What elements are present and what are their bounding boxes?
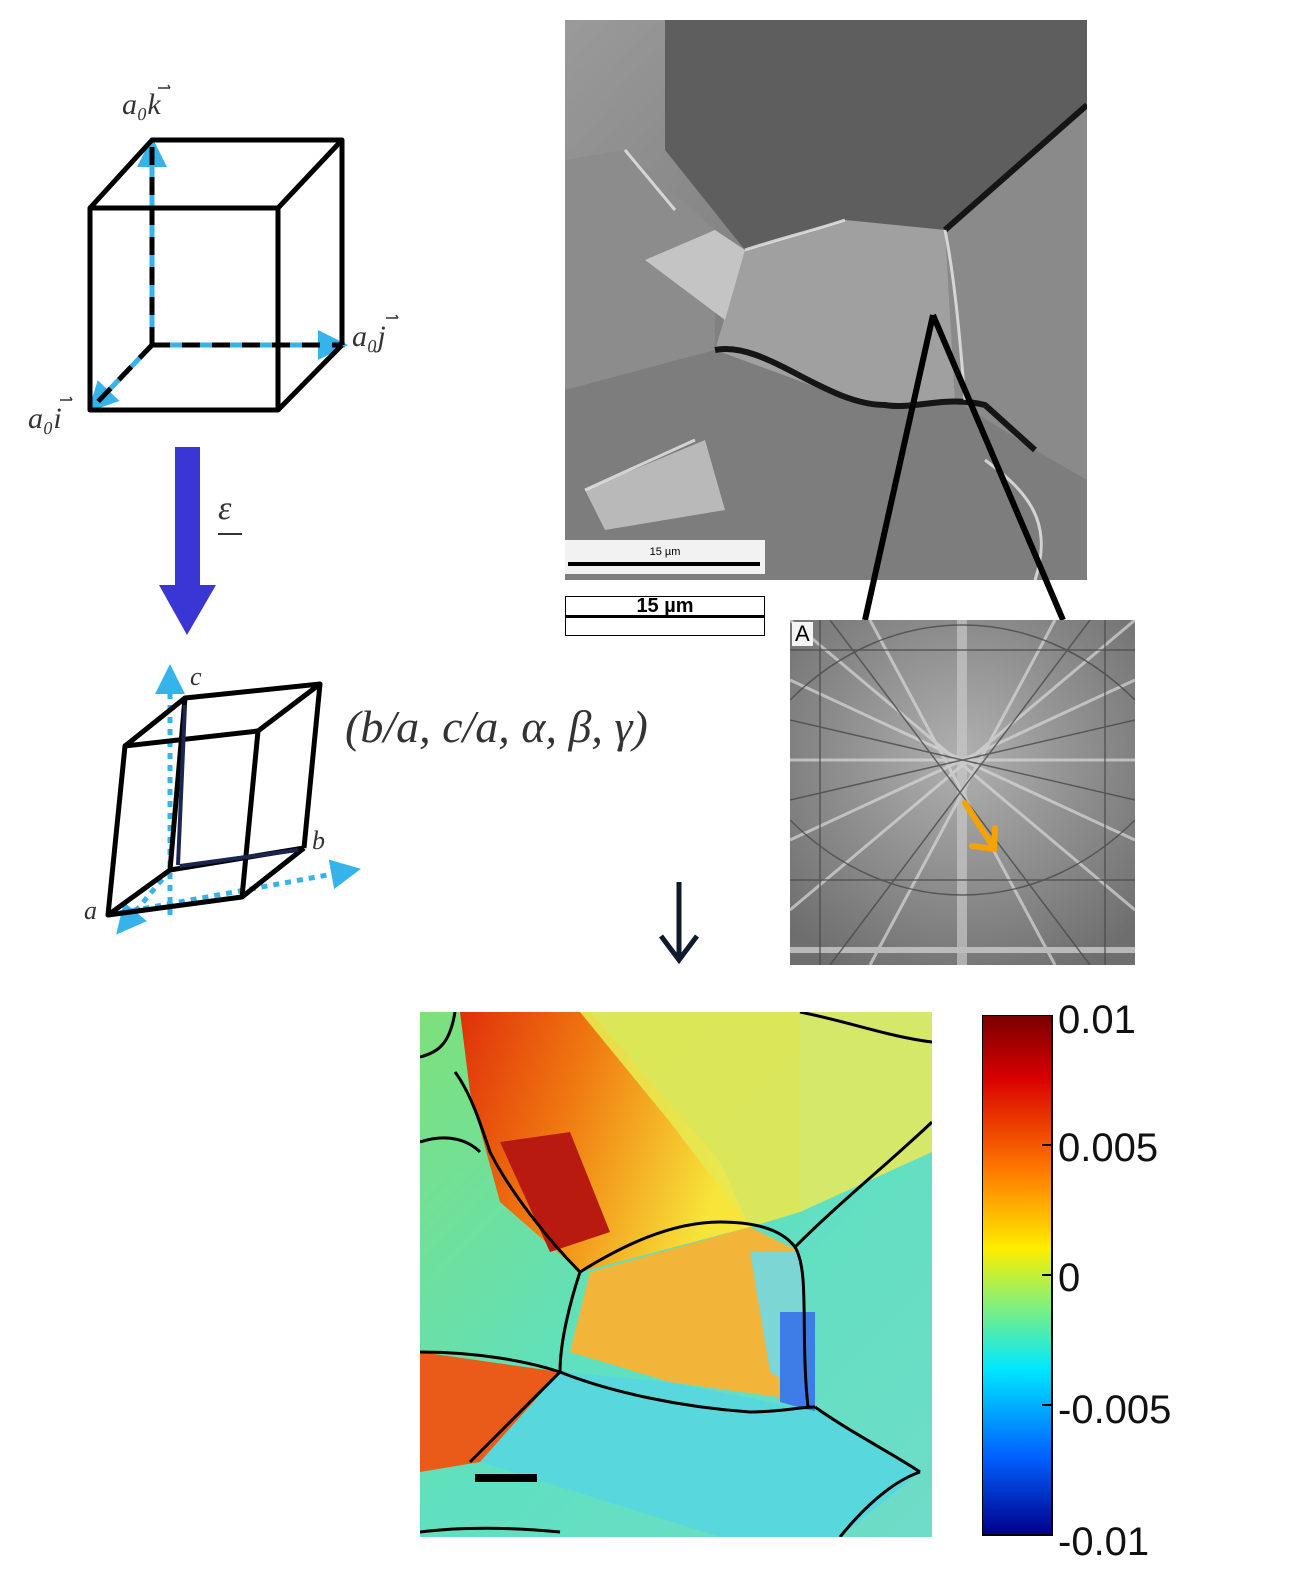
colorbar-tick-1: 0.01 <box>1058 998 1136 1042</box>
colorbar-tick-5: -0.01 <box>1058 1520 1150 1564</box>
colorbar-tick-2: 0.005 <box>1058 1126 1159 1170</box>
label-a0j: a₀j <box>352 320 386 353</box>
colorbar-tick-4: -0.005 <box>1058 1388 1172 1432</box>
sem-scale-label-small: 15 µm <box>650 546 681 558</box>
colorbar <box>982 1015 1053 1536</box>
label-c: c <box>190 662 202 691</box>
cubic-hidden-edges <box>88 140 342 412</box>
ebsd-pattern <box>790 620 1135 965</box>
colorbar-tick-3: 0 <box>1058 1256 1081 1300</box>
sem-scale-box <box>565 540 765 574</box>
label-b: b <box>312 826 325 855</box>
scale-bar-line <box>565 615 765 618</box>
label-a: a <box>84 896 97 925</box>
cubic-cell-diagram <box>87 137 348 413</box>
zoom-callout-lines <box>862 313 1066 622</box>
label-a0i: a₀i <box>28 402 62 435</box>
strain-map <box>420 1012 932 1537</box>
sem-micrograph: 15 µm <box>565 20 1087 580</box>
scale-bar-label: 15 µm <box>636 595 694 617</box>
lattice-parameters: (b/a, c/a, α, β, γ) <box>345 701 648 752</box>
label-a0k: a₀k <box>122 88 161 121</box>
strain-arrow <box>159 447 216 635</box>
flow-arrow <box>659 882 699 965</box>
vector-overbars <box>60 84 399 401</box>
map-scale-bar <box>475 1474 537 1482</box>
cubic-solid-edges <box>87 137 345 413</box>
sem-grains <box>565 20 1087 580</box>
grain-boundaries <box>420 1012 932 1537</box>
sem-boundaries <box>714 102 1087 453</box>
tensor-underline <box>218 533 242 535</box>
triclinic-cell-diagram <box>105 664 361 935</box>
pattern-marker-arrow <box>962 800 998 853</box>
strain-symbol: ε <box>218 490 232 527</box>
panel-label: A <box>792 621 813 647</box>
